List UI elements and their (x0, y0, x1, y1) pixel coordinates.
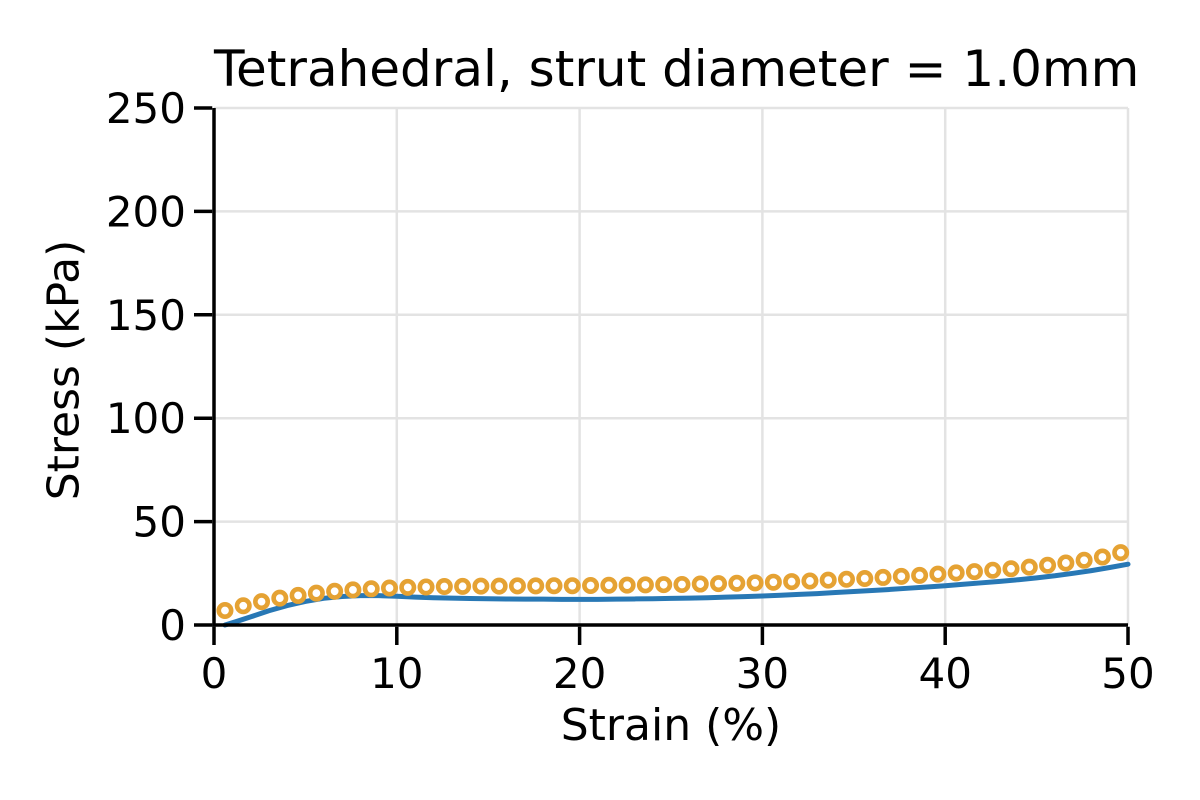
marker-point (710, 575, 728, 593)
y-tick-label: 100 (106, 394, 186, 443)
chart-title: Tetrahedral, strut diameter = 1.0mm (214, 40, 1140, 98)
marker-point (984, 561, 1002, 579)
marker-point (271, 589, 289, 607)
marker-point (728, 574, 746, 592)
y-axis-label: Stress (kPa) (38, 239, 90, 501)
marker-point (764, 573, 782, 591)
marker-point (289, 586, 307, 604)
marker-point (947, 564, 965, 582)
x-tick-label: 30 (736, 649, 789, 698)
marker-point (1112, 544, 1130, 562)
marker-point (1057, 554, 1075, 572)
marker-point (929, 565, 947, 583)
y-tick-label: 200 (106, 187, 186, 236)
marker-point (234, 597, 252, 615)
marker-point (874, 568, 892, 586)
marker-point (307, 584, 325, 602)
marker-point (1020, 558, 1038, 576)
marker-point (1039, 556, 1057, 574)
marker-point (545, 577, 563, 595)
marker-point (563, 577, 581, 595)
y-tick-label: 0 (159, 601, 186, 650)
marker-point (783, 573, 801, 591)
marker-point (399, 578, 417, 596)
marker-point (965, 563, 983, 581)
marker-point (655, 576, 673, 594)
y-tick-label: 150 (106, 291, 186, 340)
marker-point (527, 577, 545, 595)
marker-point (746, 574, 764, 592)
marker-point (819, 571, 837, 589)
marker-point (380, 579, 398, 597)
marker-point (892, 567, 910, 585)
marker-point (216, 602, 234, 620)
marker-point (618, 576, 636, 594)
marker-point (435, 578, 453, 596)
marker-point (253, 593, 271, 611)
y-tick-label: 50 (133, 498, 186, 547)
x-tick-label: 20 (553, 649, 606, 698)
marker-point (326, 582, 344, 600)
marker-point (837, 570, 855, 588)
x-tick-label: 40 (918, 649, 971, 698)
marker-point (911, 566, 929, 584)
marker-point (1093, 548, 1111, 566)
marker-point (636, 576, 654, 594)
x-tick-label: 50 (1101, 649, 1154, 698)
marker-point (673, 575, 691, 593)
marker-point (1002, 560, 1020, 578)
x-tick-label: 0 (201, 649, 228, 698)
x-axis-label: Strain (%) (560, 700, 782, 751)
marker-point (582, 577, 600, 595)
marker-point (417, 578, 435, 596)
marker-point (472, 577, 490, 595)
y-tick-label: 250 (106, 84, 186, 133)
marker-point (344, 581, 362, 599)
marker-point (691, 575, 709, 593)
marker-point (454, 577, 472, 595)
marker-point (856, 569, 874, 587)
marker-point (508, 577, 526, 595)
x-tick-label: 10 (370, 649, 423, 698)
marker-point (600, 576, 618, 594)
marker-point (362, 580, 380, 598)
marker-point (801, 572, 819, 590)
marker-point (490, 577, 508, 595)
marker-point (1075, 551, 1093, 569)
